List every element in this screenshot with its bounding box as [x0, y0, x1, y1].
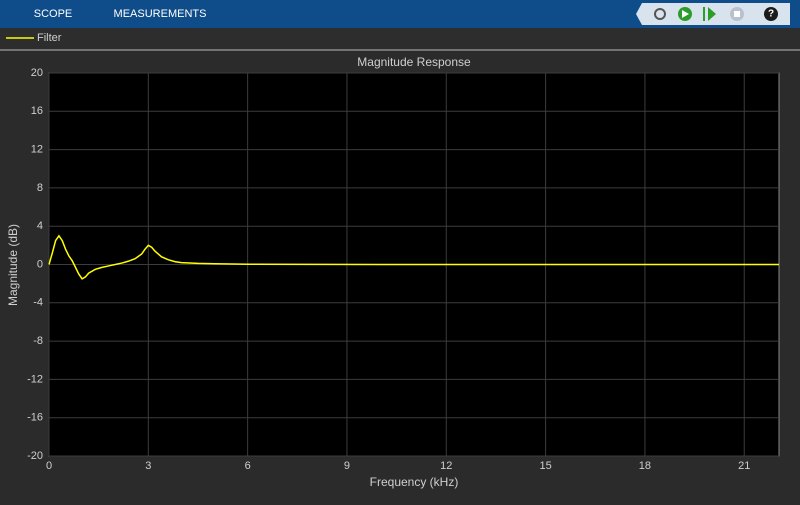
- y-tick-label: 4: [37, 220, 43, 232]
- help-label: ?: [768, 9, 774, 20]
- run-icon: [682, 10, 689, 18]
- x-tick-label: 12: [440, 460, 452, 472]
- legend-strip: [0, 28, 800, 50]
- stop-icon: [734, 11, 740, 17]
- x-tick-label: 15: [539, 460, 551, 472]
- y-tick-label: 0: [37, 258, 43, 270]
- x-tick-label: 9: [344, 460, 350, 472]
- data-line: [48, 234, 779, 280]
- y-axis-label: Magnitude (dB): [6, 224, 20, 306]
- chart-title: Magnitude Response: [357, 55, 471, 69]
- y-tick-label: 8: [37, 182, 43, 194]
- x-tick-label: 3: [145, 460, 151, 472]
- x-axis-label: Frequency (kHz): [370, 475, 459, 489]
- y-tick-label: -12: [27, 373, 43, 385]
- tab[interactable]: SCOPE: [34, 8, 73, 20]
- tab[interactable]: MEASUREMENTS: [114, 8, 207, 20]
- help-button[interactable]: [764, 7, 778, 21]
- x-tick-label: 0: [46, 460, 52, 472]
- y-tick-label: 12: [31, 144, 43, 156]
- y-tick-label: -20: [27, 450, 43, 462]
- step-button[interactable]: [703, 7, 705, 21]
- x-tick-label: 18: [639, 460, 651, 472]
- y-tick-label: -4: [33, 297, 43, 309]
- settings-button[interactable]: [654, 8, 666, 20]
- y-tick-label: 20: [31, 67, 43, 79]
- legend-label[interactable]: Filter: [37, 32, 62, 44]
- step-icon: [708, 7, 716, 21]
- y-tick-label: -8: [33, 335, 43, 347]
- y-tick-label: -16: [27, 412, 43, 424]
- y-tick-label: 16: [31, 105, 43, 117]
- x-tick-label: 21: [738, 460, 750, 472]
- x-tick-label: 6: [245, 460, 251, 472]
